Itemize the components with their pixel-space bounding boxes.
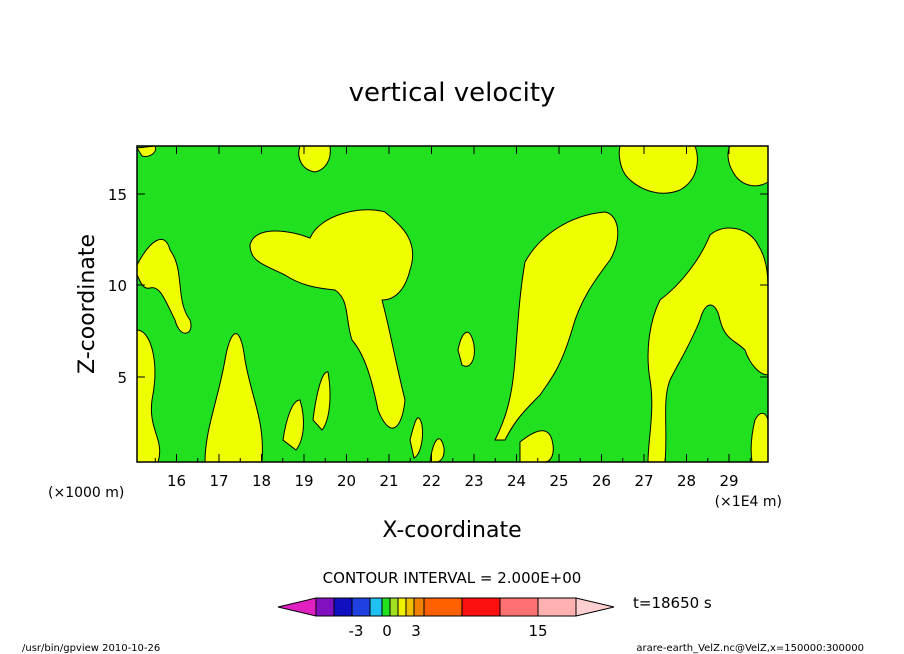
positive-region <box>136 329 161 463</box>
x-tick-label: 19 <box>294 472 313 490</box>
y-tick-label: 10 <box>108 277 127 295</box>
colorbar-segment <box>461 597 501 617</box>
x-tick-label: 23 <box>464 472 483 490</box>
positive-region <box>409 417 423 459</box>
x-axis-unit-left: (×1000 m) <box>48 485 124 501</box>
colorbar-segment <box>315 597 335 617</box>
positive-region <box>282 399 304 451</box>
positive-region <box>494 211 619 441</box>
x-tick-label: 21 <box>379 472 398 490</box>
y-axis-label: Z-coordinate <box>75 234 100 374</box>
colorbar-segment <box>389 597 399 617</box>
x-tick-label: 17 <box>209 472 228 490</box>
positive-region <box>249 209 414 429</box>
x-tick-label: 26 <box>592 472 611 490</box>
footer-right: arare-earth_VelZ.nc@VelZ,x=150000:300000 <box>636 643 864 654</box>
y-tick-label: 5 <box>117 369 127 387</box>
colorbar-arrow-left <box>277 597 317 617</box>
colorbar-tick-label: -3 <box>349 622 364 640</box>
chart-title: vertical velocity <box>349 78 556 108</box>
positive-region <box>519 430 554 463</box>
colorbar-arrow-right <box>575 597 615 617</box>
positive-region <box>204 333 263 463</box>
x-axis-label: X-coordinate <box>382 518 521 543</box>
plot-area: 16 17 18 19 20 21 22 23 24 25 26 27 28 29 5 10 15 <box>108 145 769 490</box>
colorbar-tick-label: 15 <box>528 622 547 640</box>
colorbar-segment <box>397 597 407 617</box>
x-tick-label: 25 <box>549 472 568 490</box>
colorbar-segment <box>499 597 539 617</box>
positive-region <box>312 371 331 431</box>
positive-region <box>298 145 331 173</box>
colorbar-segment <box>333 597 353 617</box>
x-axis-unit-right: (×1E4 m) <box>715 494 782 510</box>
positive-region <box>457 332 475 367</box>
colorbar-tick-label: 0 <box>382 622 392 640</box>
y-axis-ticks: 5 10 15 <box>108 186 768 387</box>
footer-left: /usr/bin/gpview 2010-10-26 <box>22 643 160 654</box>
x-tick-label: 28 <box>677 472 696 490</box>
x-tick-label: 18 <box>252 472 271 490</box>
positive-region <box>618 145 698 194</box>
contour-interval-label: CONTOUR INTERVAL = 2.000E+00 <box>323 569 582 587</box>
colorbar-segment <box>537 597 577 617</box>
x-tick-label: 20 <box>337 472 356 490</box>
x-tick-label: 16 <box>167 472 186 490</box>
colorbar-segment <box>423 597 463 617</box>
colorbar-segment <box>351 597 371 617</box>
colorbar-segment <box>405 597 415 617</box>
colorbar-segment <box>381 597 391 617</box>
x-tick-label: 27 <box>634 472 653 490</box>
colorbar-segment <box>369 597 383 617</box>
x-axis-ticks: 16 17 18 19 20 21 22 23 24 25 26 27 28 29 <box>154 146 751 490</box>
positive-region <box>136 238 192 334</box>
colorbar-segment <box>413 597 425 617</box>
x-tick-label: 24 <box>507 472 526 490</box>
positive-region <box>727 145 769 187</box>
y-tick-label: 15 <box>108 186 127 204</box>
colorbar-tick-labels: -3 0 3 15 <box>349 622 548 640</box>
x-tick-label: 29 <box>719 472 738 490</box>
time-label: t=18650 s <box>633 594 712 612</box>
colorbar <box>277 597 615 617</box>
colorbar-tick-label: 3 <box>411 622 421 640</box>
x-tick-label: 22 <box>422 472 441 490</box>
positive-velocity-regions <box>136 145 769 463</box>
